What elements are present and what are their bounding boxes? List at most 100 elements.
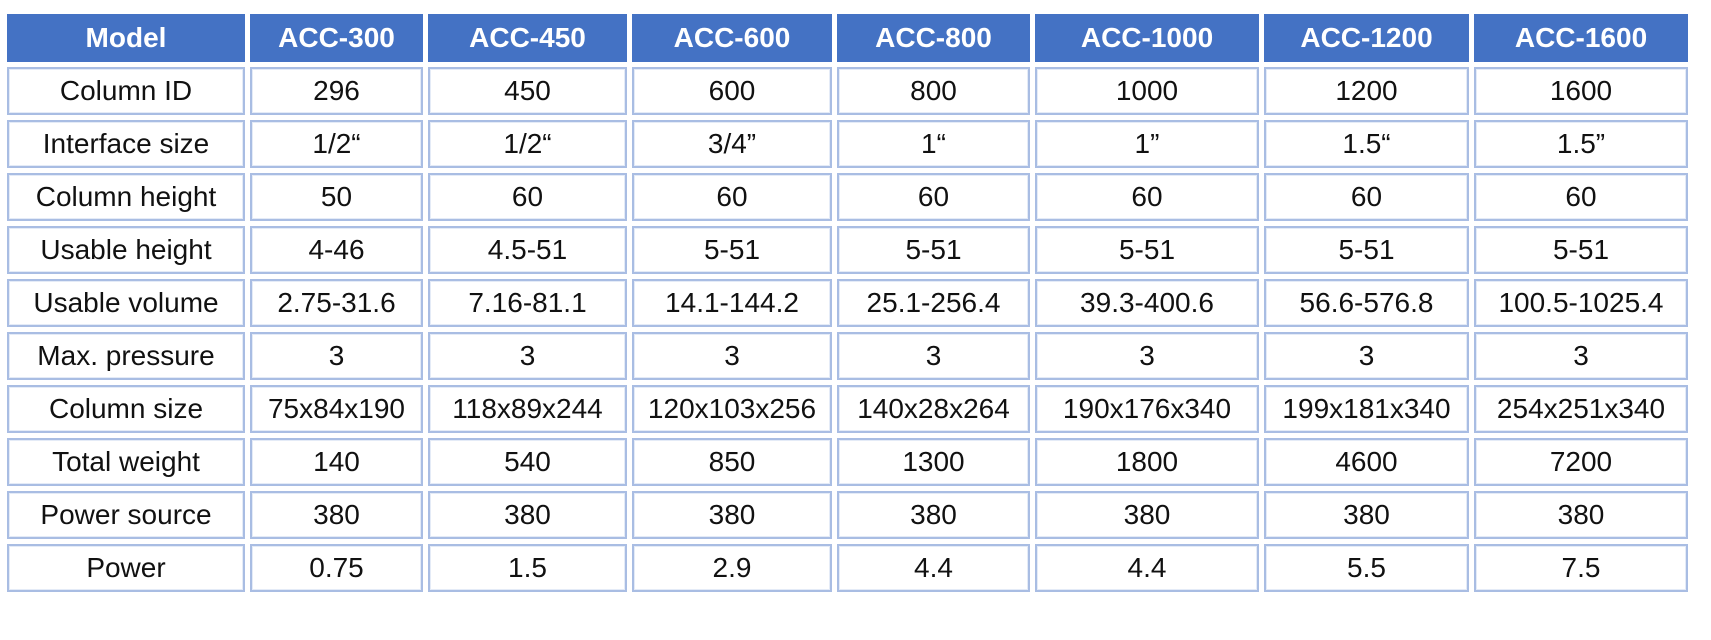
table-cell: 140 — [250, 438, 423, 486]
table-cell: 380 — [250, 491, 423, 539]
row-label: Power source — [7, 491, 245, 539]
table-cell: 1800 — [1035, 438, 1259, 486]
row-label: Column size — [7, 385, 245, 433]
row-label: Usable height — [7, 226, 245, 274]
table-cell: 1300 — [837, 438, 1030, 486]
table-cell: 450 — [428, 67, 627, 115]
table-cell: 140x28x264 — [837, 385, 1030, 433]
table-cell: 39.3-400.6 — [1035, 279, 1259, 327]
table-cell: 2.75-31.6 — [250, 279, 423, 327]
table-cell: 25.1-256.4 — [837, 279, 1030, 327]
table-cell: 1.5“ — [1264, 120, 1469, 168]
table-cell: 4.5-51 — [428, 226, 627, 274]
table-cell: 380 — [1035, 491, 1259, 539]
table-cell: 3/4” — [632, 120, 832, 168]
table-cell: 1.5 — [428, 544, 627, 592]
table-cell: 5-51 — [837, 226, 1030, 274]
table-cell: 3 — [428, 332, 627, 380]
table-row: Max. pressure 3 3 3 3 3 3 3 — [7, 332, 1688, 380]
header-cell-acc-300: ACC-300 — [250, 14, 423, 62]
table-cell: 1.5” — [1474, 120, 1688, 168]
table-row: Total weight 140 540 850 1300 1800 4600 7200 — [7, 438, 1688, 486]
header-cell-acc-800: ACC-800 — [837, 14, 1030, 62]
table-cell: 3 — [1474, 332, 1688, 380]
table-cell: 380 — [632, 491, 832, 539]
table-cell: 3 — [837, 332, 1030, 380]
table-cell: 3 — [250, 332, 423, 380]
table-body: Column ID 296 450 600 800 1000 1200 1600 Interfa… — [7, 67, 1688, 592]
table-cell: 3 — [632, 332, 832, 380]
table-cell: 60 — [1264, 173, 1469, 221]
table-cell: 850 — [632, 438, 832, 486]
table-cell: 1600 — [1474, 67, 1688, 115]
table-cell: 380 — [1264, 491, 1469, 539]
spec-table: Model ACC-300 ACC-450 ACC-600 ACC-800 AC… — [2, 9, 1693, 597]
table-cell: 1/2“ — [250, 120, 423, 168]
table-row: Column ID 296 450 600 800 1000 1200 1600 — [7, 67, 1688, 115]
table-cell: 4-46 — [250, 226, 423, 274]
table-cell: 50 — [250, 173, 423, 221]
table-cell: 380 — [428, 491, 627, 539]
table-cell: 5-51 — [632, 226, 832, 274]
row-label: Total weight — [7, 438, 245, 486]
table-cell: 5.5 — [1264, 544, 1469, 592]
table-cell: 14.1-144.2 — [632, 279, 832, 327]
header-row: Model ACC-300 ACC-450 ACC-600 ACC-800 AC… — [7, 14, 1688, 62]
table-cell: 7.16-81.1 — [428, 279, 627, 327]
table-cell: 1” — [1035, 120, 1259, 168]
header-cell-acc-600: ACC-600 — [632, 14, 832, 62]
table-row: Usable volume 2.75-31.6 7.16-81.1 14.1-144.… — [7, 279, 1688, 327]
table-cell: 254x251x340 — [1474, 385, 1688, 433]
table-row: Usable height 4-46 4.5-51 5-51 5-51 5-51 5-51 5… — [7, 226, 1688, 274]
table-cell: 1/2“ — [428, 120, 627, 168]
table-cell: 199x181x340 — [1264, 385, 1469, 433]
table-cell: 3 — [1035, 332, 1259, 380]
table-cell: 4.4 — [1035, 544, 1259, 592]
row-label: Usable volume — [7, 279, 245, 327]
header-cell-acc-1200: ACC-1200 — [1264, 14, 1469, 62]
table-cell: 7200 — [1474, 438, 1688, 486]
table-row: Power 0.75 1.5 2.9 4.4 4.4 5.5 7.5 — [7, 544, 1688, 592]
row-label: Power — [7, 544, 245, 592]
table-cell: 120x103x256 — [632, 385, 832, 433]
table-cell: 5-51 — [1035, 226, 1259, 274]
table-cell: 60 — [1035, 173, 1259, 221]
table-cell: 600 — [632, 67, 832, 115]
table-cell: 1200 — [1264, 67, 1469, 115]
header-cell-model: Model — [7, 14, 245, 62]
table-cell: 4.4 — [837, 544, 1030, 592]
table-row: Interface size 1/2“ 1/2“ 3/4” 1“ 1” 1.5“ 1.5” — [7, 120, 1688, 168]
table-cell: 1000 — [1035, 67, 1259, 115]
header-cell-acc-450: ACC-450 — [428, 14, 627, 62]
table-cell: 190x176x340 — [1035, 385, 1259, 433]
row-label: Column height — [7, 173, 245, 221]
table-cell: 800 — [837, 67, 1030, 115]
row-label: Interface size — [7, 120, 245, 168]
table-cell: 5-51 — [1474, 226, 1688, 274]
table-row: Column height 50 60 60 60 60 60 60 — [7, 173, 1688, 221]
header-cell-acc-1000: ACC-1000 — [1035, 14, 1259, 62]
table-cell: 5-51 — [1264, 226, 1469, 274]
table-cell: 56.6-576.8 — [1264, 279, 1469, 327]
table-cell: 4600 — [1264, 438, 1469, 486]
table-cell: 60 — [837, 173, 1030, 221]
table-cell: 75x84x190 — [250, 385, 423, 433]
table-cell: 380 — [1474, 491, 1688, 539]
table-row: Power source 380 380 380 380 380 380 380 — [7, 491, 1688, 539]
table-cell: 60 — [632, 173, 832, 221]
table-cell: 100.5-1025.4 — [1474, 279, 1688, 327]
table-cell: 118x89x244 — [428, 385, 627, 433]
table-cell: 3 — [1264, 332, 1469, 380]
table-cell: 60 — [428, 173, 627, 221]
table-cell: 2.9 — [632, 544, 832, 592]
table-cell: 7.5 — [1474, 544, 1688, 592]
table-cell: 540 — [428, 438, 627, 486]
table-cell: 296 — [250, 67, 423, 115]
header-cell-acc-1600: ACC-1600 — [1474, 14, 1688, 62]
row-label: Column ID — [7, 67, 245, 115]
row-label: Max. pressure — [7, 332, 245, 380]
table-cell: 380 — [837, 491, 1030, 539]
table-row: Column size 75x84x190 118x89x244 120x103x25… — [7, 385, 1688, 433]
table-cell: 60 — [1474, 173, 1688, 221]
table-cell: 0.75 — [250, 544, 423, 592]
